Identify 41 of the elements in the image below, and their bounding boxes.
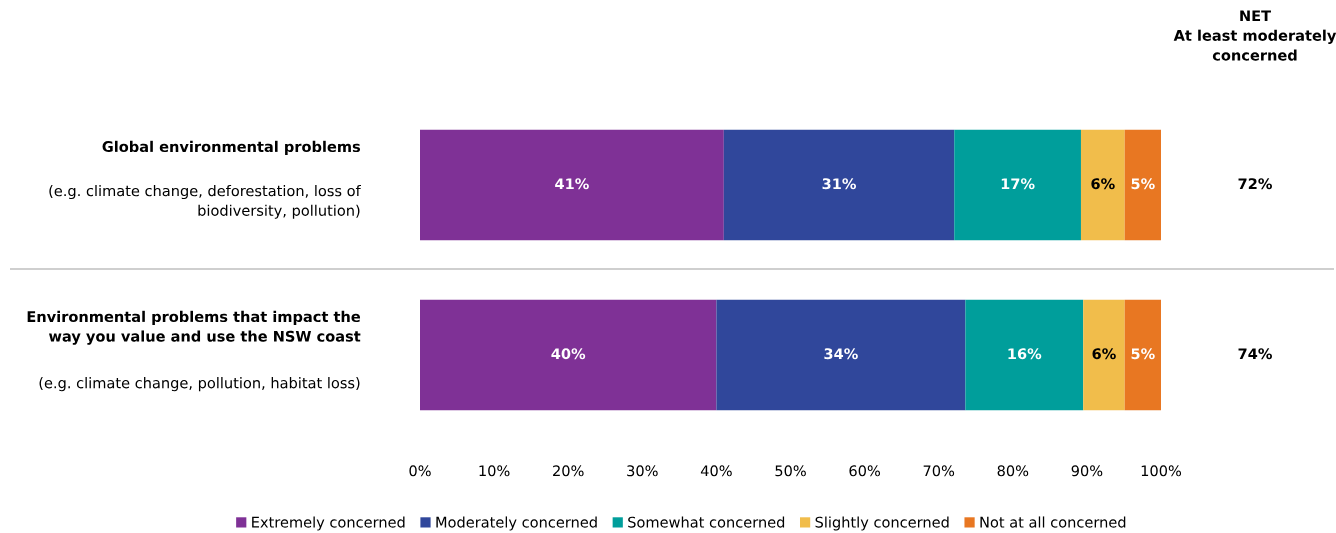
data-label: 17%	[1001, 178, 1035, 190]
data-label: 6%	[1092, 348, 1116, 360]
x-tick-label: 20%	[553, 465, 584, 477]
bar	[1124, 299, 1161, 411]
bar	[965, 299, 1084, 411]
category-label: Global environmental problems (e.g. climate change, deforestation, loss of biodiversity, pollution)	[49, 140, 361, 219]
data-label: 34%	[824, 348, 858, 360]
data-label: 5%	[1131, 178, 1155, 190]
x-tick-label: 100%	[1141, 465, 1182, 477]
data-label: 5%	[1131, 348, 1155, 360]
legend-label: Moderately concerned	[436, 516, 597, 531]
bar	[1124, 129, 1161, 241]
category-label: Environmental problems that impact the way you value and use the NSW coast (e.g. climate change, pollution, habitat loss)	[27, 310, 361, 392]
text: NET At least moderately concerned	[1173, 10, 1336, 61]
bar	[1083, 299, 1125, 411]
data-label: 31%	[822, 178, 857, 190]
legend-label: Not at all concerned	[980, 516, 1126, 528]
legend-label: Slightly concerned	[815, 516, 949, 531]
data-label: 40%	[551, 348, 586, 360]
x-tick-label: 10%	[479, 465, 510, 477]
bar	[420, 129, 724, 241]
x-tick-label: 90%	[1071, 465, 1103, 477]
data-label: 41%	[555, 178, 589, 190]
bar	[420, 299, 717, 411]
x-tick-label: 0%	[409, 465, 431, 477]
data-label: 6%	[1091, 178, 1115, 190]
legend-label: Extremely concerned	[252, 516, 405, 531]
x-tick-label: 60%	[849, 465, 880, 477]
bar	[1080, 129, 1125, 241]
bar	[716, 299, 966, 411]
text: 74%	[1238, 348, 1272, 360]
bar	[954, 129, 1081, 241]
x-tick-label: 50%	[775, 465, 806, 477]
x-tick-label: 30%	[627, 465, 658, 477]
bar	[723, 129, 955, 241]
legend-label: Somewhat concerned	[628, 516, 785, 528]
x-tick-label: 70%	[923, 465, 955, 477]
data-label: 16%	[1008, 348, 1042, 360]
x-tick-label: 80%	[997, 465, 1029, 477]
text: 72%	[1238, 178, 1272, 190]
x-tick-label: 40%	[700, 465, 732, 477]
